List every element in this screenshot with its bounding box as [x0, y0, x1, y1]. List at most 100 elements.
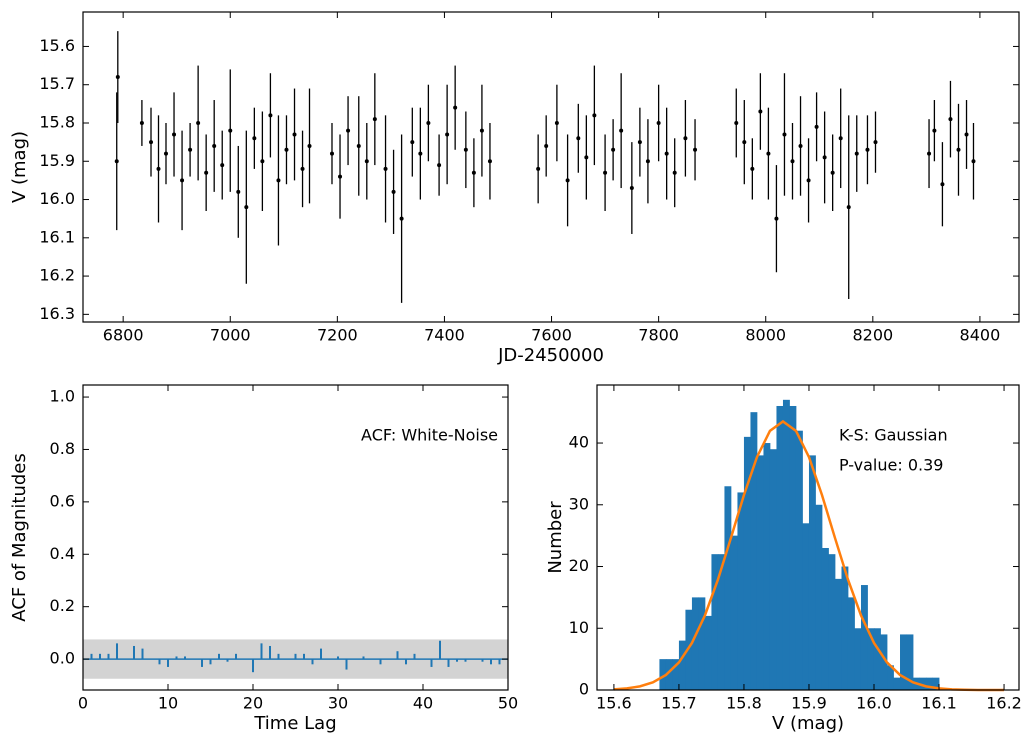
data-point	[307, 143, 312, 148]
data-point	[115, 75, 120, 80]
data-point	[742, 140, 747, 145]
data-point	[873, 140, 878, 145]
data-point	[463, 147, 468, 152]
hist-bar	[691, 597, 699, 690]
data-point	[244, 205, 249, 210]
data-point	[814, 124, 819, 129]
data-point	[592, 113, 597, 118]
data-point	[453, 105, 458, 110]
data-point	[854, 151, 859, 156]
x-tick-label: 8000	[745, 326, 786, 345]
axes-frame	[596, 384, 1020, 691]
hist-bar	[821, 547, 829, 690]
annotation: K-S: Gaussian	[839, 426, 948, 445]
y-tick-label: 16.1	[39, 227, 75, 246]
y-axis-label: V (mag)	[9, 131, 30, 203]
data-point	[418, 151, 423, 156]
data-point	[766, 151, 771, 156]
y-tick-label: 15.7	[39, 74, 75, 93]
y-tick-label: 16.0	[39, 189, 75, 208]
hist-bar	[769, 449, 777, 690]
x-axis-label: Time Lag	[253, 713, 336, 734]
data-point	[940, 182, 945, 187]
data-point	[576, 136, 581, 141]
data-point	[220, 163, 225, 168]
data-point	[139, 120, 144, 125]
x-axis-label: V (mag)	[772, 713, 844, 734]
data-point	[734, 120, 739, 125]
data-point	[846, 205, 851, 210]
data-point	[565, 178, 570, 183]
data-point	[956, 147, 961, 152]
hist-bar	[711, 554, 719, 690]
hist-bar	[782, 399, 790, 690]
data-point	[536, 166, 541, 171]
hist-bar	[828, 554, 836, 690]
hist-bar	[854, 628, 862, 690]
x-tick-label: 8200	[852, 326, 893, 345]
data-point	[487, 159, 492, 164]
data-point	[292, 132, 297, 137]
x-tick-label: 15.9	[791, 694, 827, 713]
data-point	[629, 186, 634, 191]
y-tick-label: 16.3	[39, 304, 75, 323]
annotation: ACF: White-Noise	[361, 426, 498, 445]
y-tick-label: 15.9	[39, 151, 75, 170]
data-point	[196, 120, 201, 125]
data-point	[584, 155, 589, 160]
y-tick-label: 0.6	[50, 491, 75, 510]
data-point	[391, 189, 396, 194]
hist-bar	[678, 640, 686, 690]
data-point	[664, 151, 669, 156]
hist-bar	[926, 677, 933, 690]
data-point	[172, 132, 177, 137]
hist-bar	[776, 405, 784, 690]
data-point	[683, 136, 688, 141]
hist-bar	[789, 405, 797, 690]
hist-bar	[815, 504, 823, 690]
hist-bar	[743, 436, 751, 690]
data-point	[252, 136, 257, 141]
y-tick-label: 0.0	[50, 649, 75, 668]
data-point	[782, 132, 787, 137]
data-point	[790, 159, 795, 164]
data-point	[329, 151, 334, 156]
hist-bar	[887, 665, 894, 690]
data-point	[149, 140, 154, 145]
hist-bar	[685, 609, 693, 690]
data-point	[338, 174, 343, 179]
x-tick-label: 16.0	[856, 694, 892, 713]
hist-bar	[841, 566, 849, 690]
x-axis-label: JD-2450000	[497, 345, 604, 366]
data-point	[637, 140, 642, 145]
data-point	[479, 128, 484, 133]
y-tick-label: 10	[569, 618, 589, 637]
y-tick-label: 15.8	[39, 112, 75, 131]
hist-bar	[756, 455, 764, 690]
x-tick-label: 0	[78, 694, 88, 713]
hist-bar	[906, 634, 914, 690]
data-point	[838, 136, 843, 141]
hist-bar	[867, 628, 875, 690]
x-tick-label: 7000	[210, 326, 251, 345]
x-tick-label: 30	[328, 694, 348, 713]
data-point	[693, 147, 698, 152]
data-point	[156, 166, 161, 171]
data-point	[948, 117, 953, 122]
y-tick-label: 15.6	[39, 36, 75, 55]
hist-bar	[763, 443, 771, 690]
y-tick-label: 40	[569, 433, 589, 452]
hist-bar	[724, 486, 732, 690]
hist-bar	[750, 412, 758, 690]
x-tick-label: 7200	[317, 326, 358, 345]
annotation: P-value: 0.39	[839, 456, 943, 475]
data-point	[964, 132, 969, 137]
data-point	[356, 143, 361, 148]
x-tick-label: 16.1	[921, 694, 957, 713]
data-point	[228, 128, 233, 133]
y-tick-label: 0	[579, 680, 589, 699]
y-axis-label: ACF of Magnitudes	[9, 453, 30, 621]
hist-bar	[795, 430, 803, 690]
hist-bar	[919, 677, 927, 690]
